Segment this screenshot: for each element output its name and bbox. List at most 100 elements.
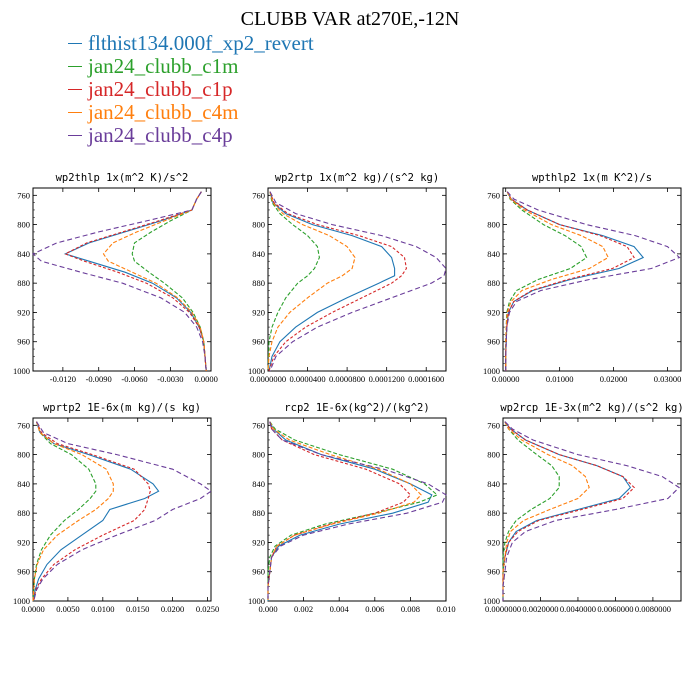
series-line-flthist134.000f_xp2_revert: [502, 421, 632, 601]
series-line-jan24_clubb_c1m: [32, 421, 97, 602]
y-tick-label: 840: [17, 249, 30, 259]
legend-item: jan24_clubb_c1p: [68, 77, 314, 101]
y-tick-label: 800: [17, 220, 30, 230]
y-tick-label: 800: [487, 450, 500, 460]
series-line-jan24_clubb_c4p: [33, 421, 212, 602]
series-line-jan24_clubb_c4m: [502, 421, 590, 601]
x-tick-label: 0.0060000: [597, 604, 633, 614]
legend-swatch: [68, 89, 82, 90]
y-tick-label: 760: [252, 190, 265, 200]
panel-title: wp2rtp 1x(m^2 kg)/(s^2 kg): [275, 172, 439, 184]
panel-title: wp2rcp 1E-3x(m^2 kg)/(s^2 kg): [500, 402, 683, 414]
y-tick-label: 920: [17, 537, 30, 547]
series-line-jan24_clubb_c1m: [267, 421, 439, 601]
x-tick-label: -0.0090: [86, 374, 112, 384]
legend-label: jan24_clubb_c4p: [88, 123, 233, 147]
y-tick-label: 880: [17, 278, 30, 288]
y-tick-label: 760: [252, 420, 265, 430]
chart-panel: wpthlp2 1x(m K^2)/s 760 800 840 880 920 960 100…: [483, 172, 682, 384]
series-line-jan24_clubb_c4m: [505, 191, 609, 371]
y-tick-label: 920: [252, 307, 265, 317]
series-line-jan24_clubb_c4m: [267, 421, 422, 601]
y-tick-label: 1000: [483, 366, 500, 376]
y-tick-label: 1000: [13, 596, 30, 606]
x-tick-label: 0.0150: [126, 604, 149, 614]
x-tick-label: 0.0040000: [560, 604, 596, 614]
y-tick-label: 960: [487, 567, 500, 577]
plot-frame: [32, 417, 212, 602]
plot-frame: [502, 187, 682, 372]
y-tick-label: 800: [17, 450, 30, 460]
x-tick-label: 0.03000: [654, 374, 682, 384]
x-tick-label: 0.0020000: [522, 604, 558, 614]
y-tick-label: 1000: [248, 366, 265, 376]
chart-panel: wp2rcp 1E-3x(m^2 kg)/(s^2 kg)760 800 840 88…: [483, 402, 684, 614]
y-tick-label: 960: [252, 337, 265, 347]
panel-title: wprtp2 1E-6x(m kg)/(s kg): [43, 402, 201, 414]
y-tick-label: 800: [487, 220, 500, 230]
legend-swatch: [68, 112, 82, 113]
figure-title: CLUBB VAR at270E,-12N: [240, 8, 460, 30]
y-tick-label: 920: [487, 537, 500, 547]
x-tick-label: 0.0000400: [289, 374, 325, 384]
series-line-flthist134.000f_xp2_revert: [268, 191, 396, 372]
y-tick-label: 880: [252, 508, 265, 518]
y-tick-label: 880: [487, 508, 500, 518]
x-tick-label: 0.0000000: [250, 374, 286, 384]
y-tick-label: 920: [487, 307, 500, 317]
legend-item: jan24_clubb_c4p: [68, 123, 314, 147]
y-tick-label: 840: [252, 479, 265, 489]
series-line-flthist134.000f_xp2_revert: [267, 421, 433, 601]
x-tick-label: 0.01000: [546, 374, 574, 384]
y-tick-label: 760: [17, 420, 30, 430]
legend-item: flthist134.000f_xp2_revert: [68, 31, 314, 55]
x-tick-label: -0.0120: [50, 374, 76, 384]
y-tick-label: 880: [17, 508, 30, 518]
plot-frame: [267, 187, 447, 372]
x-tick-label: 0.0000: [195, 374, 218, 384]
chart-panel: wp2thlp 1x(m^2 K)/s^2 760 800 840 880 920 960 1…: [13, 172, 218, 384]
x-tick-label: 0.010: [436, 604, 455, 614]
plot-frame: [267, 417, 447, 602]
legend: flthist134.000f_xp2_revert jan24_clubb_c…: [68, 31, 314, 147]
x-tick-label: 0.002: [294, 604, 313, 614]
x-tick-label: 0.0080000: [635, 604, 671, 614]
series-line-jan24_clubb_c4p: [267, 421, 447, 601]
y-tick-label: 960: [17, 567, 30, 577]
y-tick-label: 960: [17, 337, 30, 347]
x-tick-label: 0.0000800: [329, 374, 365, 384]
x-tick-label: 0.0050: [56, 604, 79, 614]
y-tick-label: 880: [252, 278, 265, 288]
y-tick-label: 800: [252, 220, 265, 230]
series-line-jan24_clubb_c4m: [32, 421, 114, 602]
series-line-jan24_clubb_c1m: [267, 191, 320, 372]
y-tick-label: 800: [252, 450, 265, 460]
series-line-jan24_clubb_c4p: [269, 191, 447, 372]
x-tick-label: 0.00000: [492, 374, 520, 384]
y-tick-label: 920: [252, 537, 265, 547]
y-tick-label: 840: [252, 249, 265, 259]
legend-label: flthist134.000f_xp2_revert: [88, 31, 314, 55]
series-line-jan24_clubb_c1p: [505, 191, 635, 371]
y-tick-label: 840: [17, 479, 30, 489]
panel-title: wpthlp2 1x(m K^2)/s: [532, 172, 652, 184]
plot-frame: [32, 187, 212, 372]
x-tick-label: 0.000: [258, 604, 277, 614]
x-tick-label: 0.008: [401, 604, 420, 614]
series-line-jan24_clubb_c1m: [502, 421, 560, 601]
y-tick-label: 760: [17, 190, 30, 200]
y-tick-label: 880: [487, 278, 500, 288]
series-line-jan24_clubb_c1p: [267, 421, 412, 601]
series-line-jan24_clubb_c4p: [505, 191, 681, 371]
series-line-flthist134.000f_xp2_revert: [505, 191, 645, 371]
panel-title: wp2thlp 1x(m^2 K)/s^2: [56, 172, 189, 184]
chart-panel: wprtp2 1E-6x(m kg)/(s kg) 760 800 840 880 920…: [13, 402, 219, 614]
y-tick-label: 840: [487, 479, 500, 489]
legend-label: jan24_clubb_c1m: [88, 54, 239, 78]
plot-frame: [502, 417, 682, 602]
legend-label: jan24_clubb_c1p: [88, 77, 233, 101]
x-tick-label: 0.0100: [91, 604, 114, 614]
series-line-jan24_clubb_c1m: [131, 191, 207, 372]
x-tick-label: 0.004: [330, 604, 350, 614]
